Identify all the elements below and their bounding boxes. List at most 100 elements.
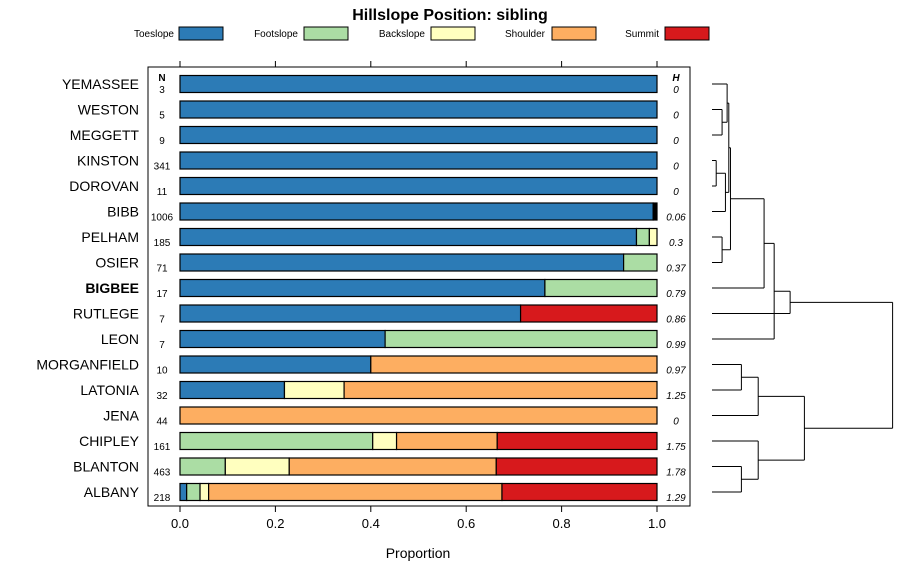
x-tick: 0.2 xyxy=(266,61,284,531)
legend-label: Footslope xyxy=(254,29,298,40)
row-h-value: 0 xyxy=(673,417,679,428)
row-h-value: 0.06 xyxy=(666,213,686,224)
row-n-value: 10 xyxy=(156,366,168,377)
x-tick-label: 0.8 xyxy=(553,516,571,531)
legend-swatch xyxy=(551,26,597,41)
legend-item-footslope: Footslope xyxy=(254,26,349,41)
bar-segment-toeslope xyxy=(179,380,286,400)
legend-swatch xyxy=(303,26,349,41)
row-n-value: 1006 xyxy=(151,213,174,224)
legend-swatch xyxy=(178,26,224,41)
legend-label: Toeslope xyxy=(134,29,174,40)
row-n-value: 11 xyxy=(157,187,168,198)
n-column-header: N xyxy=(158,73,165,84)
x-tick: 0.6 xyxy=(457,61,475,531)
row-label: BIGBEE xyxy=(85,280,139,296)
bar-segment-footslope xyxy=(186,482,201,502)
x-tick: 1.0 xyxy=(648,61,666,531)
row-label: ALBANY xyxy=(84,484,140,500)
bar-segment-footslope xyxy=(623,253,658,272)
row-pelham: PELHAM 185 0.3 xyxy=(81,227,683,249)
row-h-value: 0.99 xyxy=(666,340,686,351)
row-bigbee: BIGBEE 17 0.79 xyxy=(85,278,686,300)
row-n-value: 17 xyxy=(156,289,168,300)
x-tick-label: 0.4 xyxy=(362,516,380,531)
bar-segment-backslope xyxy=(224,457,290,476)
x-axis-title: Proportion xyxy=(386,545,451,561)
legend-label: Summit xyxy=(625,29,659,40)
row-label: PELHAM xyxy=(81,229,139,245)
row-albany: ALBANY 218 1.29 xyxy=(84,482,686,504)
row-h-value: 0.3 xyxy=(669,238,683,249)
legend-item-backslope: Backslope xyxy=(379,26,476,41)
row-label: WESTON xyxy=(78,102,139,118)
row-morganfield: MORGANFIELD 10 0.97 xyxy=(36,355,686,377)
row-meggett: MEGGETT 9 0 xyxy=(70,125,679,147)
bar-segment-toeslope xyxy=(179,253,625,272)
row-label: CHIPLEY xyxy=(79,433,140,449)
h-column-header: H xyxy=(672,73,680,84)
row-label: YEMASSEE xyxy=(62,76,139,92)
row-h-value: 0.86 xyxy=(666,315,686,326)
row-chipley: CHIPLEY 161 1.75 xyxy=(79,431,686,453)
row-h-value: 0 xyxy=(673,111,679,122)
legend: Toeslope Footslope Backslope Shoulder Summit xyxy=(134,26,710,41)
bar-segment-summit xyxy=(501,482,658,502)
bar-segment-shoulder xyxy=(343,380,658,400)
x-tick: 0.4 xyxy=(362,61,380,531)
row-n-value: 463 xyxy=(154,468,171,479)
bar-segment-toeslope xyxy=(179,151,658,170)
row-label: OSIER xyxy=(95,255,139,271)
row-jena: JENA 44 0 xyxy=(103,406,679,428)
row-blanton: BLANTON 463 1.78 xyxy=(73,457,686,479)
x-tick: 0.8 xyxy=(553,61,571,531)
bar-segment-footslope xyxy=(179,431,374,451)
row-h-value: 0.37 xyxy=(666,264,686,275)
row-h-value: 1.25 xyxy=(666,391,686,402)
bar-segment-footslope xyxy=(635,227,650,247)
row-label: JENA xyxy=(103,408,139,424)
row-h-value: 0.79 xyxy=(666,289,686,300)
bar-segment-backslope xyxy=(372,431,398,451)
x-axis: 0.0 0.2 0.4 0.6 0.8 1.0 xyxy=(171,61,666,531)
row-n-value: 218 xyxy=(154,493,171,504)
row-label: BIBB xyxy=(107,204,139,220)
row-h-value: 1.29 xyxy=(666,493,686,504)
bar-segment-summit xyxy=(519,304,658,323)
row-n-value: 5 xyxy=(159,111,165,122)
row-bibb: BIBB 1006 0.06 xyxy=(107,202,686,224)
row-n-value: 7 xyxy=(159,315,165,326)
row-h-value: 0 xyxy=(673,187,679,198)
row-n-value: 44 xyxy=(156,417,168,428)
bar-segment-summit xyxy=(495,457,658,476)
row-h-value: 0 xyxy=(673,136,679,147)
row-label: KINSTON xyxy=(77,153,139,169)
row-leon: LEON 7 0.99 xyxy=(101,329,686,351)
bar-segment-backslope xyxy=(283,380,345,400)
row-label: BLANTON xyxy=(73,459,139,475)
legend-label: Backslope xyxy=(379,29,426,40)
legend-item-shoulder: Shoulder xyxy=(505,26,597,41)
row-h-value: 0 xyxy=(673,162,679,173)
row-n-value: 71 xyxy=(156,264,168,275)
bar-segment-toeslope xyxy=(179,355,372,374)
bar-segment-shoulder xyxy=(370,355,658,374)
legend-swatch xyxy=(664,26,710,41)
row-label: LATONIA xyxy=(80,382,139,398)
bar-segment-toeslope xyxy=(179,125,658,145)
bar-segment-footslope xyxy=(179,457,226,476)
row-h-value: 1.78 xyxy=(666,468,686,479)
row-n-value: 185 xyxy=(154,238,171,249)
row-label: MEGGETT xyxy=(70,127,140,143)
bar-segment-toeslope xyxy=(179,278,546,298)
row-rutlege: RUTLEGE 7 0.86 xyxy=(73,304,686,326)
bar-segment-toeslope xyxy=(179,329,386,349)
bar-segment-toeslope xyxy=(179,227,638,247)
row-dorovan: DOROVAN 11 0 xyxy=(69,176,679,198)
legend-item-toeslope: Toeslope xyxy=(134,26,224,41)
bar-segment-other xyxy=(652,202,658,221)
bar-segment-toeslope xyxy=(179,304,522,323)
bar-segment-shoulder xyxy=(395,431,498,451)
bar-segment-toeslope xyxy=(179,176,658,196)
